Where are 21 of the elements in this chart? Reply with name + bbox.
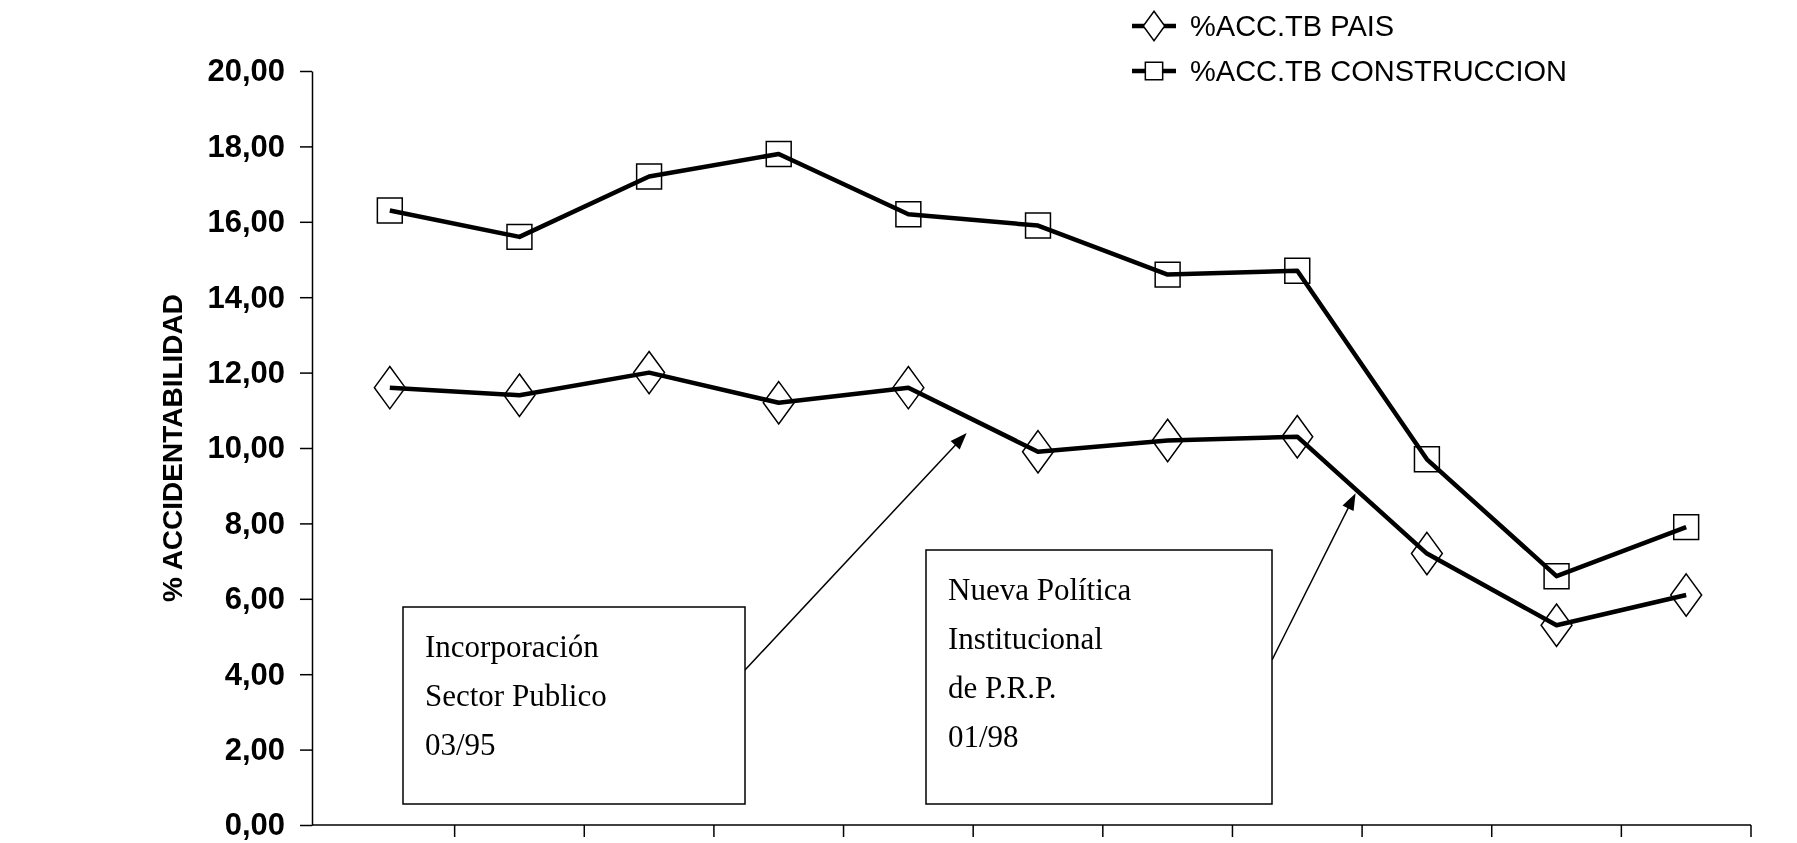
point bbox=[376, 197, 404, 224]
y-tick-label: 2,00 bbox=[224, 732, 285, 768]
y-tick-label: 12,00 bbox=[207, 355, 285, 391]
legend-label: %ACC.TB PAIS bbox=[1190, 10, 1395, 42]
annotation: Incorporación Sector Publico 03/95 bbox=[425, 629, 607, 762]
y-tick-label: 4,00 bbox=[224, 656, 285, 692]
legend-label: %ACC.TB CONSTRUCCION bbox=[1190, 55, 1568, 87]
y-tick-label: 10,00 bbox=[207, 430, 285, 466]
y-tick-label: 14,00 bbox=[207, 279, 285, 315]
point bbox=[373, 365, 407, 410]
note-box: Incorporación Sector Publico 03/95 bbox=[402, 606, 746, 805]
y-tick-label: 16,00 bbox=[207, 204, 285, 240]
y-tick-label: 0,00 bbox=[224, 807, 285, 843]
note-box: Nueva Política Institucional de P.R.P. 01/98 bbox=[925, 549, 1273, 805]
annotation: Nueva Política Institucional de P.R.P. 01/98 bbox=[948, 572, 1132, 754]
y-axis-title: % ACCIDENTABILIDAD bbox=[157, 294, 188, 602]
y-tick-label: 18,00 bbox=[207, 128, 285, 164]
y-tick-label: 6,00 bbox=[224, 581, 285, 617]
y-tick-label: 20,00 bbox=[207, 53, 285, 89]
point bbox=[1669, 573, 1703, 617]
y-tick-label: 8,00 bbox=[224, 505, 285, 541]
